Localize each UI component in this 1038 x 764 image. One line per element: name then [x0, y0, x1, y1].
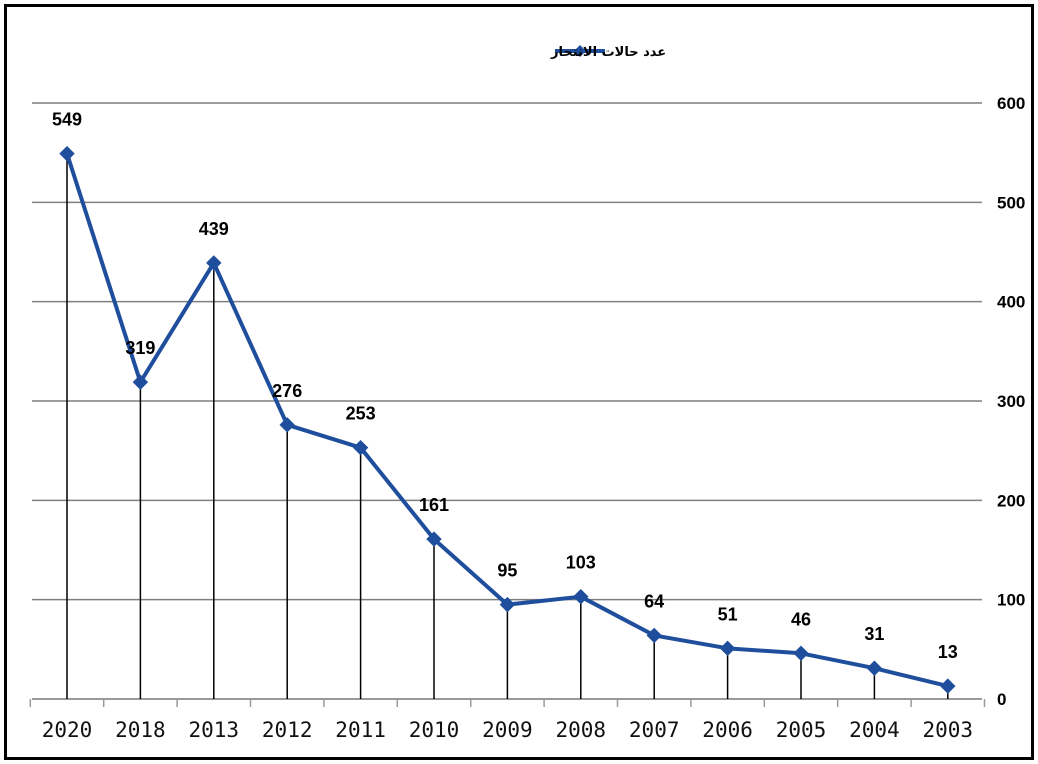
x-tick-label: 2013 — [189, 718, 240, 742]
line-chart: 2020 2018 2013 2012 2011 2010 2009 2008 2007 2006… — [29, 45, 1025, 742]
data-label: 161 — [419, 495, 449, 515]
data-label: 64 — [644, 591, 664, 611]
data-point — [206, 255, 222, 271]
data-label: 276 — [272, 381, 302, 401]
data-labels: 549 319 439 276 253 161 95 103 64 51 46 31 13 — [52, 110, 958, 662]
y-tick-label: 100 — [997, 591, 1025, 610]
data-label: 13 — [938, 642, 958, 662]
data-point — [352, 439, 369, 456]
data-label: 253 — [346, 404, 376, 424]
drop-lines — [66, 153, 949, 699]
data-point — [573, 588, 589, 605]
x-tick-label: 2011 — [335, 718, 386, 742]
data-label: 51 — [718, 604, 738, 624]
legend: عدد حالات الانتحار — [550, 45, 666, 60]
data-point — [426, 531, 442, 547]
x-tick-label: 2018 — [115, 718, 166, 742]
data-point — [940, 678, 956, 694]
x-tick-label: 2009 — [482, 718, 533, 742]
x-tick-label: 2020 — [42, 718, 93, 742]
chart-frame: 2020 2018 2013 2012 2011 2010 2009 2008 2007 2006… — [4, 4, 1034, 760]
data-point — [793, 645, 809, 662]
x-tick-label: 2006 — [702, 718, 753, 742]
x-tick-label: 2007 — [629, 718, 680, 742]
data-label: 439 — [199, 219, 229, 239]
y-tick-label: 0 — [997, 690, 1006, 709]
y-tick-label: 500 — [997, 193, 1025, 212]
data-label: 103 — [566, 553, 596, 573]
data-label: 549 — [52, 110, 82, 130]
y-tick-label: 300 — [997, 392, 1025, 411]
data-point — [719, 640, 736, 657]
y-tick-label: 600 — [997, 94, 1025, 113]
data-label: 95 — [497, 561, 517, 581]
legend-marker — [574, 45, 586, 57]
x-tick-label: 2005 — [776, 718, 827, 742]
data-point — [279, 417, 295, 433]
x-axis: 2020 2018 2013 2012 2011 2010 2009 2008 2007 2006… — [29, 699, 986, 742]
data-point — [59, 145, 75, 162]
x-tick-label: 2010 — [409, 718, 460, 742]
series-group — [59, 145, 956, 694]
data-point — [132, 374, 149, 390]
data-point — [646, 627, 662, 644]
y-tick-label: 200 — [997, 491, 1025, 510]
y-axis: 0 100 200 300 400 500 600 — [997, 94, 1025, 709]
x-tick-label: 2004 — [849, 718, 900, 742]
x-tick-label: 2012 — [262, 718, 313, 742]
data-point — [866, 660, 883, 676]
y-tick-label: 400 — [997, 293, 1025, 312]
x-tick-label: 2008 — [556, 718, 607, 742]
x-tick-label: 2003 — [923, 718, 974, 742]
data-point — [499, 596, 516, 613]
data-label: 31 — [864, 624, 884, 644]
data-label: 46 — [791, 609, 811, 629]
data-label: 319 — [125, 338, 155, 358]
legend-label: عدد حالات الانتحار — [550, 45, 666, 60]
